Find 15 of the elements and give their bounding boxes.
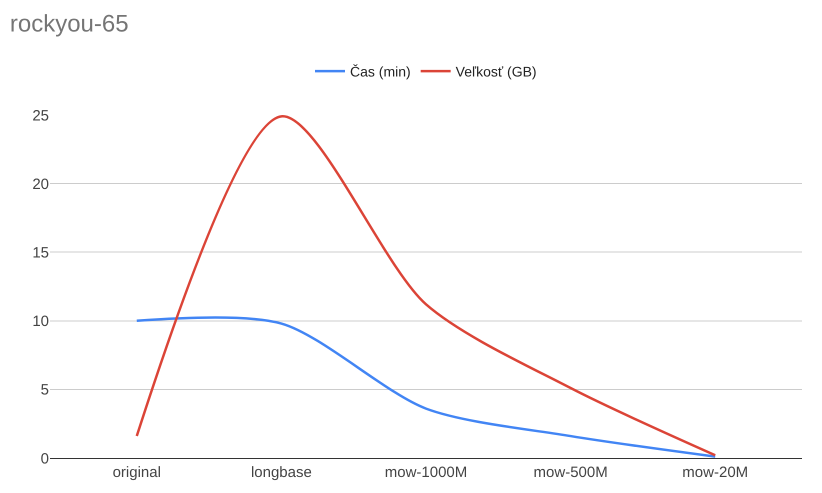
y-tick-label: 25 bbox=[32, 107, 49, 124]
line-series bbox=[136, 115, 716, 457]
y-tick-label: 0 bbox=[40, 450, 49, 468]
x-tick-label: mow-500M bbox=[534, 464, 608, 481]
y-tick-label: 15 bbox=[32, 244, 49, 262]
y-tick-label: 20 bbox=[32, 176, 49, 193]
y-tick-label: 10 bbox=[32, 313, 49, 330]
x-tick-label: longbase bbox=[250, 464, 312, 481]
x-tick-label: mow-20M bbox=[682, 464, 748, 481]
x-tick-label: original bbox=[112, 464, 161, 481]
legend-label: Veľkosť (GB) bbox=[456, 64, 537, 80]
y-tick-label: 5 bbox=[40, 382, 49, 399]
chart-title: rockyou-65 bbox=[10, 10, 129, 38]
x-tick-label: mow-1000M bbox=[384, 464, 468, 481]
legend-label: Čas (min) bbox=[350, 64, 411, 80]
